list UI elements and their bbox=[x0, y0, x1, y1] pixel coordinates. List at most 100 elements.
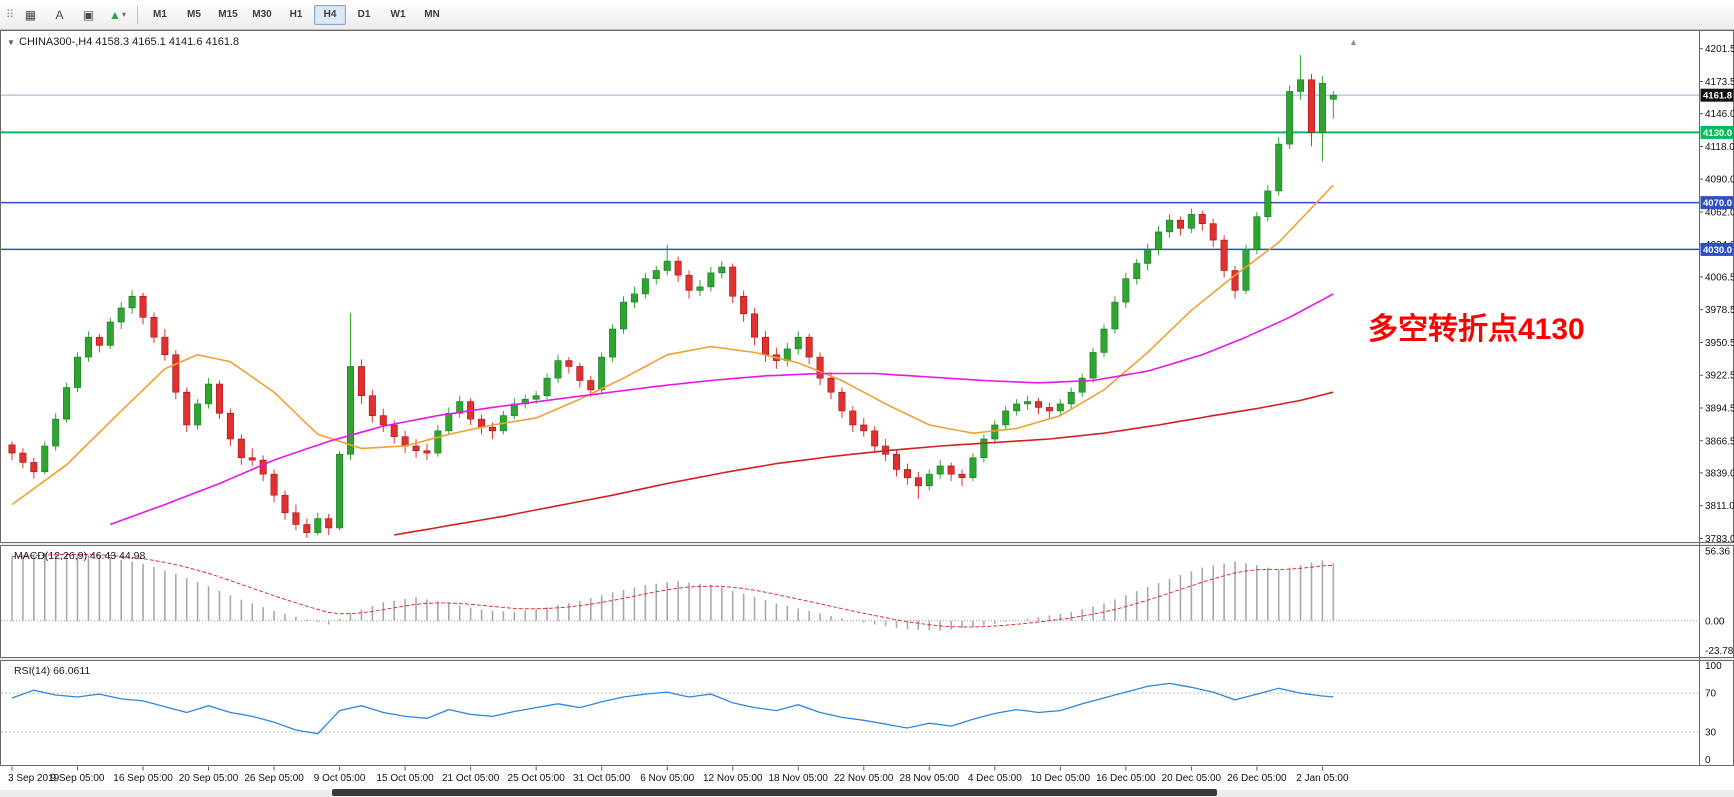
candle bbox=[1045, 407, 1053, 412]
candle bbox=[412, 445, 420, 452]
horizontal-level-lines[interactable] bbox=[1, 94, 1699, 251]
candle bbox=[565, 360, 573, 367]
price-axis-tick: 4146.0 bbox=[1705, 109, 1734, 120]
candle bbox=[1067, 391, 1075, 405]
candle bbox=[696, 286, 704, 291]
timeframe-button-mn[interactable]: MN bbox=[424, 9, 440, 20]
timeframe-button-m5[interactable]: M5 bbox=[187, 9, 201, 20]
chart-symbol-title: CHINA300-,H4 4158.3 4165.1 4141.6 4161.8 bbox=[19, 36, 239, 48]
time-axis-label: 31 Oct 05:00 bbox=[573, 773, 631, 784]
timeframe-button-m1[interactable]: M1 bbox=[153, 9, 167, 20]
macd-signal-line bbox=[11, 553, 1334, 628]
timeframe-button-m30[interactable]: M30 bbox=[252, 9, 272, 20]
time-axis-label: 2 Jan 05:00 bbox=[1296, 773, 1349, 784]
candle bbox=[532, 395, 540, 400]
rsi-scale-label: 70 bbox=[1705, 689, 1717, 700]
candle bbox=[95, 336, 103, 346]
candle bbox=[281, 494, 289, 514]
candle bbox=[215, 383, 223, 414]
candle bbox=[248, 457, 256, 461]
svg-text:4130.0: 4130.0 bbox=[1703, 128, 1732, 139]
candle bbox=[816, 356, 824, 379]
candle bbox=[751, 313, 759, 338]
candle bbox=[740, 295, 748, 315]
timeframe-button-w1[interactable]: W1 bbox=[390, 9, 406, 20]
chart-grid-tool-button[interactable]: ▦ bbox=[17, 3, 44, 27]
time-axis-label: 16 Sep 05:00 bbox=[113, 773, 173, 784]
candle bbox=[609, 328, 617, 358]
time-axis-label: 22 Nov 05:00 bbox=[834, 773, 894, 784]
candle bbox=[1176, 219, 1184, 229]
text-label-tool-icon: A bbox=[55, 7, 64, 22]
toolbar-separator bbox=[137, 5, 138, 24]
scroll-to-end-icon[interactable]: ▲ bbox=[1349, 37, 1358, 47]
candle bbox=[1155, 231, 1163, 250]
candle bbox=[314, 518, 322, 533]
candle bbox=[969, 457, 977, 478]
candle bbox=[936, 465, 944, 475]
timeframe-button-m15[interactable]: M15 bbox=[218, 9, 238, 20]
text-label-tool-button[interactable]: A bbox=[46, 3, 73, 27]
toolbar: ⠿ ▦ A ▣ ▲ ▾ M1 M5 M15 M30 H1 H4 D1 W1 MN bbox=[0, 0, 1734, 30]
moving-average-lines bbox=[11, 184, 1334, 536]
annotation-text[interactable]: 多空转折点4130 bbox=[1368, 313, 1585, 346]
horizontal-scrollbar[interactable] bbox=[332, 789, 1217, 796]
price-tag-4130.0: 4130.0 bbox=[1700, 125, 1734, 139]
macd-scale-label: 56.36 bbox=[1705, 547, 1730, 558]
candle bbox=[63, 387, 71, 420]
timeframe-button-h1[interactable]: H1 bbox=[289, 9, 303, 20]
candle bbox=[128, 295, 136, 309]
caret-down-icon: ▾ bbox=[121, 10, 126, 19]
time-axis-label: 9 Oct 05:00 bbox=[314, 773, 366, 784]
candle bbox=[194, 403, 202, 426]
text-frame-tool-button[interactable]: ▣ bbox=[75, 3, 102, 27]
candle bbox=[205, 383, 213, 405]
candle bbox=[1166, 219, 1174, 233]
candle bbox=[849, 410, 857, 426]
time-axis-label: 3 Sep 2019 bbox=[8, 773, 60, 784]
candle bbox=[652, 270, 660, 279]
price-axis[interactable]: 4201.54173.54146.04118.04090.04062.04034… bbox=[1700, 44, 1734, 545]
candle bbox=[761, 336, 769, 356]
candle bbox=[1318, 82, 1326, 133]
svg-text:4030.0: 4030.0 bbox=[1703, 245, 1732, 256]
toolbar-grip[interactable]: ⠿ bbox=[5, 9, 15, 21]
candle bbox=[1056, 403, 1064, 412]
candle bbox=[991, 424, 999, 440]
candle bbox=[925, 473, 933, 487]
time-axis-label: 4 Dec 05:00 bbox=[968, 773, 1022, 784]
chart-grid-tool-icon: ▦ bbox=[24, 7, 37, 22]
candle bbox=[554, 360, 562, 379]
candle bbox=[347, 366, 355, 455]
candle bbox=[980, 438, 988, 459]
candle bbox=[303, 524, 311, 533]
candle bbox=[456, 401, 464, 414]
candle bbox=[1297, 79, 1305, 92]
time-axis-label: 12 Nov 05:00 bbox=[703, 773, 763, 784]
timeframe-button-d1[interactable]: D1 bbox=[357, 9, 371, 20]
price-axis-tick: 3978.5 bbox=[1705, 305, 1734, 316]
candle bbox=[139, 295, 147, 318]
timeframe-button-h4[interactable]: H4 bbox=[314, 4, 346, 25]
candle bbox=[357, 366, 365, 397]
candle bbox=[172, 354, 180, 393]
time-axis-label: 10 Dec 05:00 bbox=[1031, 773, 1091, 784]
candle bbox=[368, 395, 376, 416]
candle bbox=[1231, 270, 1239, 291]
drawing-style-tool-button[interactable]: ▲ ▾ bbox=[104, 3, 131, 27]
candle bbox=[1264, 190, 1272, 217]
rsi-line bbox=[11, 682, 1334, 735]
price-axis-tick: 3950.5 bbox=[1705, 338, 1734, 349]
candle bbox=[1002, 410, 1010, 426]
time-axis-label: 16 Dec 05:00 bbox=[1096, 773, 1156, 784]
candle bbox=[445, 412, 453, 432]
candle bbox=[620, 301, 628, 330]
candle bbox=[1034, 401, 1042, 408]
candle bbox=[1209, 223, 1217, 241]
candle bbox=[543, 377, 551, 397]
candle bbox=[1100, 328, 1108, 353]
candle bbox=[685, 274, 693, 291]
collapse-chart-icon[interactable]: ▼ bbox=[7, 38, 15, 47]
